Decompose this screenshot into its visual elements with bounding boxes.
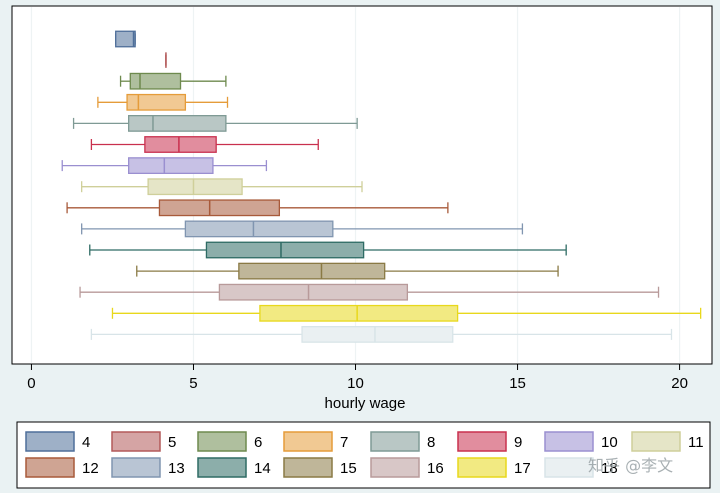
box-iqr bbox=[129, 72, 182, 90]
box-iqr bbox=[126, 93, 187, 111]
legend-swatch bbox=[25, 457, 75, 478]
box-iqr bbox=[301, 325, 454, 343]
legend-item-11: 11 bbox=[631, 431, 704, 452]
legend-swatch bbox=[631, 431, 681, 452]
x-tick-label: 20 bbox=[671, 375, 688, 392]
box-group-17 bbox=[111, 304, 702, 322]
legend-item-4: 4 bbox=[25, 431, 90, 452]
box-iqr bbox=[218, 283, 409, 301]
legend-label: 11 bbox=[688, 434, 704, 451]
legend-swatch bbox=[111, 431, 161, 452]
legend-swatch bbox=[544, 457, 594, 478]
legend-label: 17 bbox=[514, 460, 531, 477]
legend-swatch bbox=[370, 431, 420, 452]
legend-swatch bbox=[370, 457, 420, 478]
legend-swatch bbox=[197, 457, 247, 478]
legend-swatch bbox=[457, 431, 507, 452]
legend-item-15: 15 bbox=[283, 457, 357, 478]
box-iqr bbox=[128, 157, 214, 175]
legend-label: 18 bbox=[601, 460, 618, 477]
legend-item-17: 17 bbox=[457, 457, 531, 478]
box-iqr bbox=[238, 262, 386, 280]
legend-item-6: 6 bbox=[197, 431, 262, 452]
legend-item-18: 18 bbox=[544, 457, 618, 478]
x-axis-ticks: 0 5 10 15 20 bbox=[27, 364, 688, 392]
box-iqr bbox=[115, 30, 136, 48]
box-series bbox=[61, 30, 702, 343]
legend-label: 13 bbox=[168, 460, 185, 477]
legend-swatch bbox=[25, 431, 75, 452]
legend-item-5: 5 bbox=[111, 431, 176, 452]
legend-label: 12 bbox=[82, 460, 99, 477]
box-group-14 bbox=[89, 241, 567, 259]
legend-label: 4 bbox=[82, 434, 90, 451]
box-group-4 bbox=[115, 30, 136, 48]
legend-swatch bbox=[111, 457, 161, 478]
legend-label: 16 bbox=[427, 460, 444, 477]
legend-item-13: 13 bbox=[111, 457, 185, 478]
legend-swatch bbox=[283, 457, 333, 478]
box-group-15 bbox=[136, 262, 559, 280]
legend-swatch bbox=[544, 431, 594, 452]
legend-label: 9 bbox=[514, 434, 522, 451]
box-group-13 bbox=[81, 220, 524, 238]
box-iqr bbox=[158, 199, 281, 217]
x-tick-label: 5 bbox=[189, 375, 197, 392]
legend-item-9: 9 bbox=[457, 431, 522, 452]
legend: 4 5 6 7 8 9 10 11 12 13 14 15 16 17 18 bbox=[25, 431, 704, 478]
legend-item-16: 16 bbox=[370, 457, 444, 478]
box-group-10 bbox=[61, 157, 268, 175]
x-tick-label: 0 bbox=[27, 375, 35, 392]
box-iqr bbox=[184, 220, 334, 238]
box-group-16 bbox=[79, 283, 660, 301]
box-iqr bbox=[205, 241, 365, 259]
box-iqr bbox=[144, 136, 217, 153]
legend-label: 7 bbox=[340, 434, 348, 451]
legend-item-7: 7 bbox=[283, 431, 348, 452]
box-group-8 bbox=[72, 115, 358, 132]
watermark-text: 知乎 @李文 bbox=[588, 456, 673, 475]
legend-label: 14 bbox=[254, 460, 271, 477]
legend-label: 15 bbox=[340, 460, 357, 477]
legend-label: 8 bbox=[427, 434, 435, 451]
box-group-18 bbox=[90, 325, 673, 343]
box-group-6 bbox=[119, 72, 227, 90]
legend-swatch bbox=[457, 457, 507, 478]
x-tick-label: 10 bbox=[347, 375, 364, 392]
box-iqr bbox=[128, 115, 227, 132]
legend-label: 6 bbox=[254, 434, 262, 451]
box-group-7 bbox=[97, 93, 229, 111]
box-group-9 bbox=[90, 136, 319, 153]
legend-label: 5 bbox=[168, 434, 176, 451]
box-iqr bbox=[147, 178, 243, 196]
legend-swatch bbox=[197, 431, 247, 452]
x-tick-label: 15 bbox=[509, 375, 526, 392]
legend-item-12: 12 bbox=[25, 457, 99, 478]
legend-swatch bbox=[283, 431, 333, 452]
box-iqr bbox=[259, 304, 459, 322]
x-axis-label: hourly wage bbox=[325, 395, 406, 412]
legend-label: 10 bbox=[601, 434, 618, 451]
box-group-12 bbox=[66, 199, 449, 217]
box-group-11 bbox=[81, 178, 363, 196]
legend-item-10: 10 bbox=[544, 431, 618, 452]
legend-item-14: 14 bbox=[197, 457, 271, 478]
legend-item-8: 8 bbox=[370, 431, 435, 452]
